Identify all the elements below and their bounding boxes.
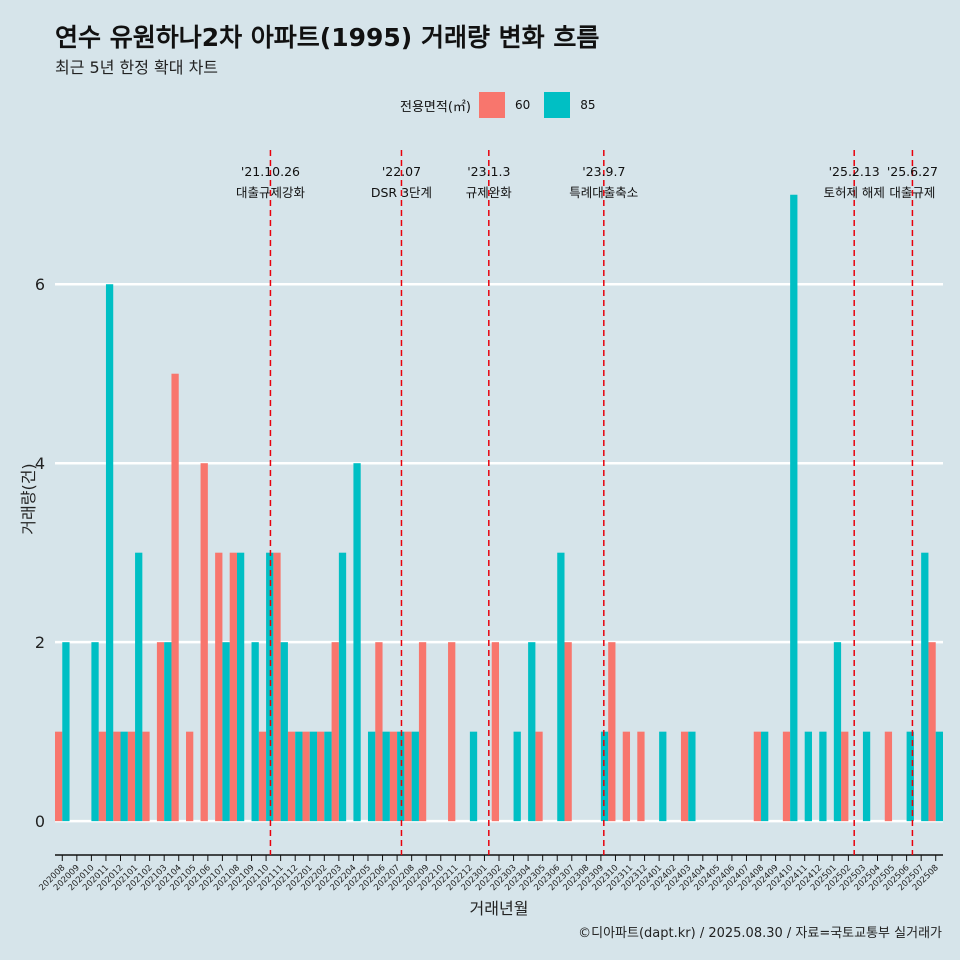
bar-60-202112 [287,731,296,822]
bar-85-202410 [790,194,798,822]
bar-85-202303 [513,731,521,822]
event-date-2: '23.1.3 [467,164,510,179]
bar-85-202508 [935,731,943,822]
bar-60-202505 [884,731,893,822]
bar-85-202403 [688,731,696,822]
legend-swatch-85 [544,92,571,118]
bar-60-202104 [171,373,179,822]
event-date-0: '21.10.26 [241,164,300,179]
bar-60-202302 [491,642,499,822]
event-date-4: '25.2.13 [829,164,880,179]
bar-85-202503 [862,731,871,822]
bar-60-202103 [156,642,165,822]
bar-85-202501 [833,642,842,822]
bar-85-202411 [804,731,812,822]
bar-60-202111 [273,552,281,822]
bar-85-202205 [367,731,376,822]
bar-60-202201 [302,731,310,822]
bar-60-202108 [229,552,237,822]
legend-label-85: 85 [580,98,596,112]
bar-85-202506 [906,731,914,822]
legend-title: 전용면적(㎡) [400,99,471,115]
bar-85-202108 [236,552,245,822]
bar-60-202311 [622,731,631,822]
y-tick-label-0: 0 [35,812,45,831]
bar-85-202111 [280,642,288,822]
y-tick-label-2: 2 [35,633,45,652]
chart-subtitle: 최근 5년 한정 확대 차트 [55,58,219,77]
bar-60-202310 [608,642,616,822]
bar-60-202107 [215,552,223,822]
bar-60-202110 [258,731,267,822]
bar-60-202106 [200,463,208,822]
bar-85-202107 [222,642,230,822]
event-label-5: 대출규제 [889,185,935,200]
source-caption: ©디아파트(dapt.kr) / 2025.08.30 / 자료=국토교통부 실… [578,926,942,941]
bar-85-202011 [105,284,114,822]
bar-60-202408 [753,731,762,822]
bar-60-202102 [142,731,150,822]
bar-60-202312 [637,731,645,822]
bar-60-202208 [404,731,412,822]
bar-60-202008 [55,731,63,822]
chart-title: 연수 유원하나2차 아파트(1995) 거래량 변화 흐름 [55,23,600,52]
bar-60-202209 [418,642,427,822]
bar-85-202507 [921,552,929,822]
y-tick-label-6: 6 [35,275,45,294]
bar-85-202010 [91,642,99,822]
bar-85-202201 [309,731,318,822]
bar-60-202410 [782,731,791,822]
bar-60-202502 [841,731,849,822]
bar-85-202401 [659,731,667,822]
event-label-2: 규제완화 [466,185,513,200]
y-axis-title: 거래량(건) [19,463,38,534]
bar-60-202305 [535,731,543,822]
legend-label-60: 60 [514,98,531,112]
bar-85-202206 [382,731,390,822]
event-label-4: 토허제 해제 [823,185,884,200]
bar-85-202109 [251,642,259,822]
bar-85-202012 [120,731,128,822]
bar-85-202112 [295,731,303,822]
bar-85-202110 [266,552,274,822]
bar-60-202105 [186,731,194,822]
y-tick-label-4: 4 [35,454,45,473]
bar-60-202211 [448,642,456,822]
bar-60-202012 [113,731,121,822]
bar-60-202307 [564,642,572,822]
event-date-1: '22.07 [382,164,421,179]
bar-85-202203 [338,552,347,822]
bar-85-202207 [397,731,405,822]
bar-60-202011 [98,731,106,822]
bar-60-202203 [331,642,339,822]
bar-85-202212 [469,731,478,822]
bar-85-202412 [819,731,827,822]
legend: 전용면적(㎡) 60 85 [400,92,610,118]
legend-swatch-60 [478,92,505,118]
bar-60-202206 [375,642,383,822]
bar-60-202207 [389,731,398,822]
event-label-0: 대출규제강화 [236,185,306,200]
event-date-3: '23.9.7 [582,164,625,179]
bar-60-202202 [317,731,325,822]
event-date-5: '25.6.27 [887,164,938,179]
bar-85-202208 [411,731,419,822]
bar-60-202403 [680,731,689,822]
bar-85-202202 [324,731,332,822]
bar-85-202304 [528,642,536,822]
bar-85-202101 [135,552,143,822]
x-axis-title: 거래년월 [470,899,529,918]
bar-85-202008 [62,642,70,822]
event-label-3: 특례대출축소 [569,185,638,200]
bar-85-202103 [164,642,172,822]
bar-85-202408 [761,731,769,822]
bar-85-202309 [600,731,609,822]
bar-85-202204 [353,463,361,822]
event-label-1: DSR 3단계 [371,185,432,200]
bar-85-202306 [557,552,565,822]
bar-60-202508 [928,642,936,822]
bar-60-202101 [127,731,136,822]
